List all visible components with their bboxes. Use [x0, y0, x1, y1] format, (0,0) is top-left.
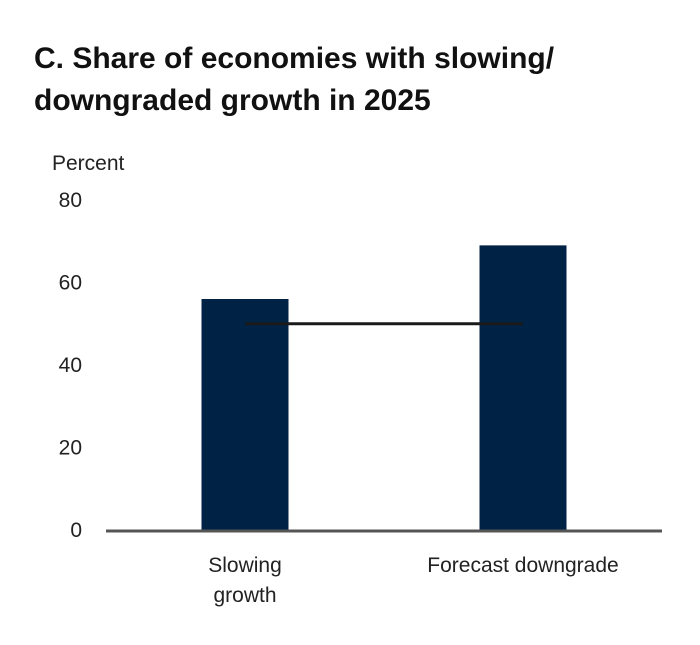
bar-2 — [479, 245, 567, 530]
y-tick-label: 80 — [59, 189, 82, 212]
x-category-label: Slowing — [208, 554, 282, 577]
y-tick-label: 20 — [59, 437, 82, 460]
chart-title: C. Share of economies with slowing/ down… — [34, 38, 674, 122]
chart-title-line-1: C. Share of economies with slowing/ — [34, 42, 555, 75]
y-axis-label: Percent — [52, 152, 125, 175]
y-tick-label: 60 — [59, 272, 82, 295]
x-category-label: growth — [213, 584, 276, 607]
x-category-label: Forecast downgrade — [427, 554, 618, 577]
bar-1 — [201, 299, 289, 530]
y-tick-label: 40 — [59, 354, 82, 377]
chart-title-line-2: downgraded growth in 2025 — [34, 84, 431, 117]
y-tick-label: 0 — [70, 519, 82, 542]
